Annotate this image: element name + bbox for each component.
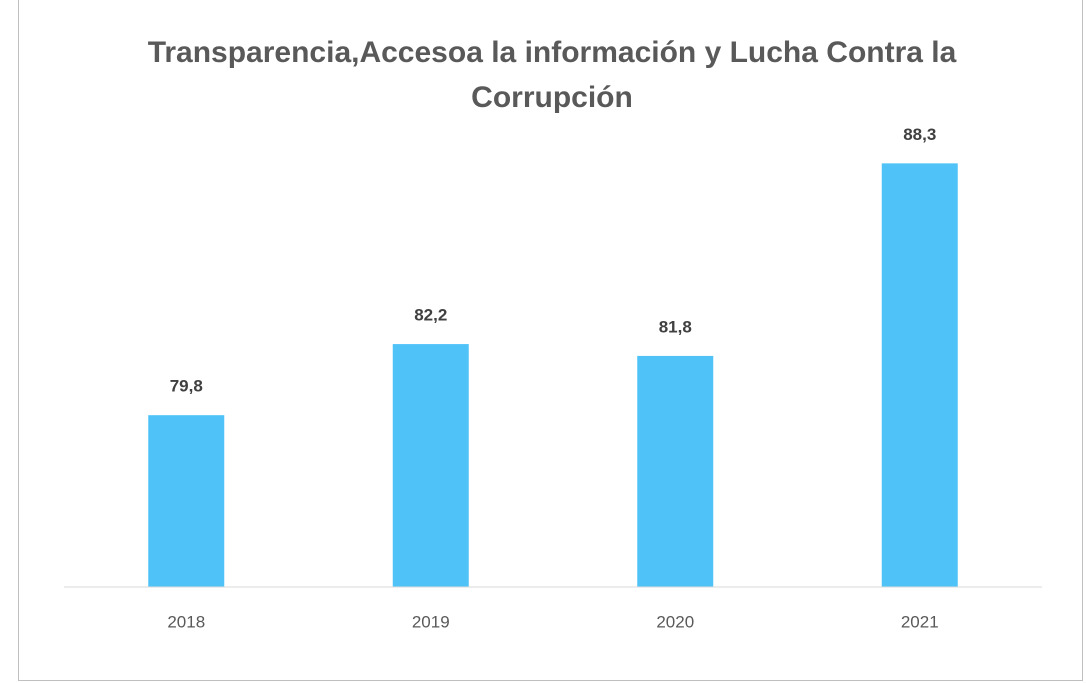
- data-label: 79,8: [170, 377, 203, 396]
- x-tick-label: 2021: [901, 612, 939, 631]
- data-label: 81,8: [659, 317, 692, 336]
- bar: [881, 163, 958, 588]
- chart-frame: [18, 0, 1083, 681]
- bar: [392, 344, 469, 587]
- data-label: 82,2: [414, 306, 447, 325]
- chart-title: Transparencia,Accesoa la información y L…: [147, 36, 957, 114]
- x-tick-label: 2018: [167, 612, 205, 631]
- x-tick-label: 2020: [656, 612, 694, 631]
- data-label: 88,3: [903, 125, 936, 144]
- x-tick-label: 2019: [412, 612, 450, 631]
- bar: [637, 355, 714, 587]
- bar: [148, 415, 225, 587]
